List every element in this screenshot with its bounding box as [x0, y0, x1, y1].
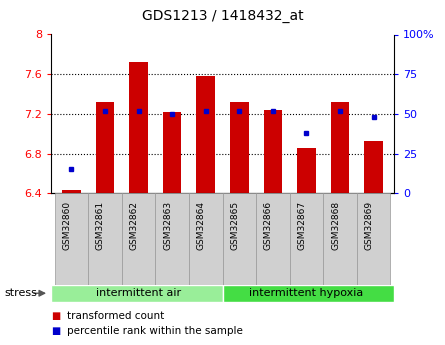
Bar — [55, 193, 88, 285]
Bar — [263, 110, 282, 193]
Bar — [155, 193, 189, 285]
Text: intermittent air: intermittent air — [96, 288, 181, 298]
Text: GSM32861: GSM32861 — [96, 200, 105, 250]
Bar — [163, 112, 182, 193]
Bar — [256, 193, 290, 285]
Text: intermittent hypoxia: intermittent hypoxia — [249, 288, 364, 298]
Text: GSM32867: GSM32867 — [298, 200, 307, 250]
Bar — [357, 193, 390, 285]
Text: GSM32860: GSM32860 — [62, 200, 71, 250]
Bar — [129, 62, 148, 193]
Text: GSM32862: GSM32862 — [129, 200, 138, 249]
Text: ■: ■ — [51, 311, 61, 321]
Text: GSM32864: GSM32864 — [197, 200, 206, 249]
Bar — [230, 102, 249, 193]
Bar — [51, 285, 223, 302]
Bar — [323, 193, 357, 285]
Text: ■: ■ — [51, 326, 61, 336]
Bar — [196, 76, 215, 193]
Bar — [331, 102, 349, 193]
Bar — [88, 193, 122, 285]
Bar — [62, 190, 81, 193]
Bar — [297, 148, 316, 193]
Bar — [364, 141, 383, 193]
Bar — [290, 193, 323, 285]
Text: GSM32868: GSM32868 — [331, 200, 340, 250]
Text: GSM32865: GSM32865 — [231, 200, 239, 250]
Text: percentile rank within the sample: percentile rank within the sample — [67, 326, 243, 336]
Text: GDS1213 / 1418432_at: GDS1213 / 1418432_at — [142, 9, 303, 23]
Text: stress: stress — [4, 288, 37, 298]
Text: transformed count: transformed count — [67, 311, 164, 321]
Text: GSM32869: GSM32869 — [364, 200, 374, 250]
Text: GSM32863: GSM32863 — [163, 200, 172, 250]
Text: GSM32866: GSM32866 — [264, 200, 273, 250]
Bar — [189, 193, 222, 285]
Bar — [222, 193, 256, 285]
Bar — [222, 285, 394, 302]
Bar — [96, 102, 114, 193]
Bar — [122, 193, 155, 285]
